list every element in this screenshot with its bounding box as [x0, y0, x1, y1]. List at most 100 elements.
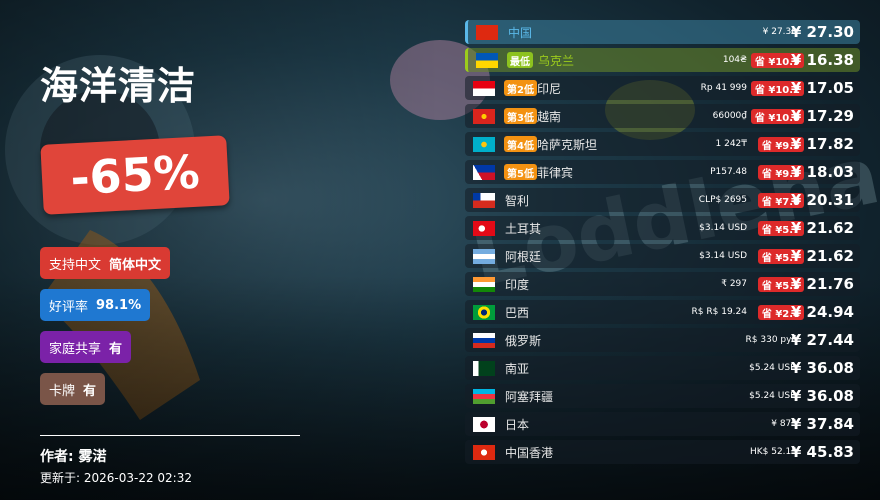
- price-row[interactable]: 日本 ¥ 875 ¥ 37.84: [465, 412, 860, 436]
- local-price: $3.14 USD: [699, 223, 747, 233]
- country-name: 菲律宾: [537, 165, 574, 180]
- flag-az-icon: [473, 388, 495, 404]
- game-title: 海洋清洁: [40, 64, 197, 108]
- price-row[interactable]: 第2低 印尼 Rp 41 999 省 ¥10.2 ¥ 17.05: [465, 76, 860, 100]
- flag-br-icon: [473, 304, 495, 320]
- price-row[interactable]: 俄罗斯 R$ 330 руб ¥ 27.44: [465, 328, 860, 352]
- author: 作者: 雾渃: [40, 449, 107, 465]
- price-row[interactable]: 阿根廷 $3.14 USD 省 ¥5.7 ¥ 21.62: [465, 244, 860, 268]
- cny-price: ¥ 24.94: [790, 303, 854, 321]
- updated-time: 更新于: 2026-03-22 02:32: [40, 471, 192, 485]
- local-price: HK$ 52.15: [749, 447, 797, 457]
- divider: [40, 435, 300, 436]
- cny-price: ¥ 21.76: [790, 275, 854, 293]
- price-row[interactable]: 最低 乌克兰 104₴ 省 ¥10.9 ¥ 16.38: [465, 48, 860, 72]
- cny-price: ¥ 21.62: [790, 247, 854, 265]
- local-price: P157.48: [710, 167, 747, 177]
- price-row[interactable]: 土耳其 $3.14 USD 省 ¥5.7 ¥ 21.62: [465, 216, 860, 240]
- tag-label: 卡牌: [49, 383, 76, 399]
- cny-price: ¥ 37.84: [790, 415, 854, 433]
- local-price: 104₴: [722, 55, 747, 65]
- country-name: 巴西: [505, 305, 530, 320]
- price-row[interactable]: 第5低 菲律宾 P157.48 省 ¥9.3 ¥ 18.03: [465, 160, 860, 184]
- local-price: $5.24 USD: [749, 363, 797, 373]
- discount-badge: -65%: [40, 135, 230, 215]
- local-price: CLP$ 2695: [698, 195, 747, 205]
- flag-cl-icon: [473, 192, 495, 208]
- local-price: 66000₫: [712, 111, 747, 121]
- country-name: 乌克兰: [538, 53, 575, 68]
- cny-price: ¥ 21.62: [790, 219, 854, 237]
- flag-hk-icon: [473, 444, 495, 460]
- country-name: 越南: [537, 109, 562, 124]
- flag-ua-icon: [476, 52, 498, 68]
- price-row[interactable]: 巴西 R$ R$ 19.24 省 ¥2.4 ¥ 24.94: [465, 300, 860, 324]
- local-price: $3.14 USD: [699, 251, 747, 261]
- local-price: ¥ 27.30: [762, 27, 797, 37]
- price-row[interactable]: 中国 ¥ 27.30 ¥ 27.30: [465, 20, 860, 44]
- cny-price: ¥ 16.38: [790, 51, 854, 69]
- savings-badge: 省 ¥2.4: [757, 304, 804, 320]
- price-row[interactable]: 阿塞拜疆 $5.24 USD ¥ 36.08: [465, 384, 860, 408]
- country-name: 阿根廷: [505, 249, 542, 264]
- price-row[interactable]: 南亚 $5.24 USD ¥ 36.08: [465, 356, 860, 380]
- savings-badge: 省 ¥10.9: [750, 52, 804, 68]
- country-name: 阿塞拜疆: [505, 389, 554, 404]
- country-name: 智利: [505, 193, 530, 208]
- flag-kz-icon: [473, 136, 495, 152]
- savings-badge: 省 ¥10.2: [750, 80, 804, 96]
- savings-badge: 省 ¥10.0: [750, 108, 804, 124]
- feature-tag: 卡牌有: [40, 373, 106, 405]
- flag-id-icon: [473, 80, 495, 96]
- country-name: 南亚: [505, 361, 530, 376]
- local-price: ¥ 875: [771, 419, 797, 429]
- local-price: 1 242₸: [715, 139, 748, 149]
- savings-badge: 省 ¥5.7: [757, 220, 804, 236]
- country-name: 哈萨克斯坦: [537, 137, 598, 152]
- feature-tag: 支持中文 简体中文: [40, 247, 171, 279]
- price-row[interactable]: 智利 CLP$ 2695 省 ¥7.0 ¥ 20.31: [465, 188, 860, 212]
- savings-badge: 省 ¥5.7: [757, 248, 804, 264]
- rank-badge: 第4低: [504, 136, 537, 152]
- rank-badge: 第3低: [504, 108, 537, 124]
- tag-value: 98.1%: [96, 297, 142, 313]
- flag-ph-icon: [473, 164, 495, 180]
- rank-badge: 第5低: [504, 164, 537, 180]
- country-name: 中国香港: [505, 445, 554, 460]
- rank-badge: 第2低: [504, 80, 537, 96]
- savings-badge: 省 ¥7.0: [757, 192, 804, 208]
- cny-price: ¥ 17.82: [790, 135, 854, 153]
- cny-price: ¥ 45.83: [790, 443, 854, 461]
- country-name: 印度: [505, 277, 530, 292]
- cny-price: ¥ 27.30: [790, 23, 854, 41]
- feature-tag: 家庭共享有: [40, 331, 132, 363]
- feature-tag: 好评率 98.1%: [40, 289, 151, 321]
- tag-label: 家庭共享: [49, 341, 102, 357]
- country-name: 俄罗斯: [505, 333, 542, 348]
- local-price: $5.24 USD: [749, 391, 797, 401]
- local-price: Rp 41 999: [700, 83, 747, 93]
- local-price: R$ 330 руб: [745, 335, 797, 345]
- flag-pk-icon: [473, 360, 495, 376]
- country-name: 印尼: [537, 81, 562, 96]
- local-price: ₹ 297: [721, 279, 747, 289]
- savings-badge: 省 ¥9.3: [757, 164, 804, 180]
- price-row[interactable]: 第4低 哈萨克斯坦 1 242₸ 省 ¥9.5 ¥ 17.82: [465, 132, 860, 156]
- flag-ar-icon: [473, 248, 495, 264]
- cny-price: ¥ 20.31: [790, 191, 854, 209]
- local-price: R$ R$ 19.24: [691, 307, 747, 317]
- country-name: 日本: [505, 417, 530, 432]
- flag-vn-icon: [473, 108, 495, 124]
- country-name: 中国: [508, 25, 533, 40]
- flag-ru-icon: [473, 332, 495, 348]
- tag-value: 简体中文: [109, 257, 162, 273]
- price-row[interactable]: 印度 ₹ 297 省 ¥5.5 ¥ 21.76: [465, 272, 860, 296]
- tag-value: 有: [83, 383, 97, 399]
- flag-tr-icon: [473, 220, 495, 236]
- savings-badge: 省 ¥9.5: [757, 136, 804, 152]
- price-row[interactable]: 中国香港 HK$ 52.15 ¥ 45.83: [465, 440, 860, 464]
- price-row[interactable]: 第3低 越南 66000₫ 省 ¥10.0 ¥ 17.29: [465, 104, 860, 128]
- savings-badge: 省 ¥5.5: [757, 276, 804, 292]
- rank-badge: 最低: [507, 52, 533, 68]
- cny-price: ¥ 17.05: [790, 79, 854, 97]
